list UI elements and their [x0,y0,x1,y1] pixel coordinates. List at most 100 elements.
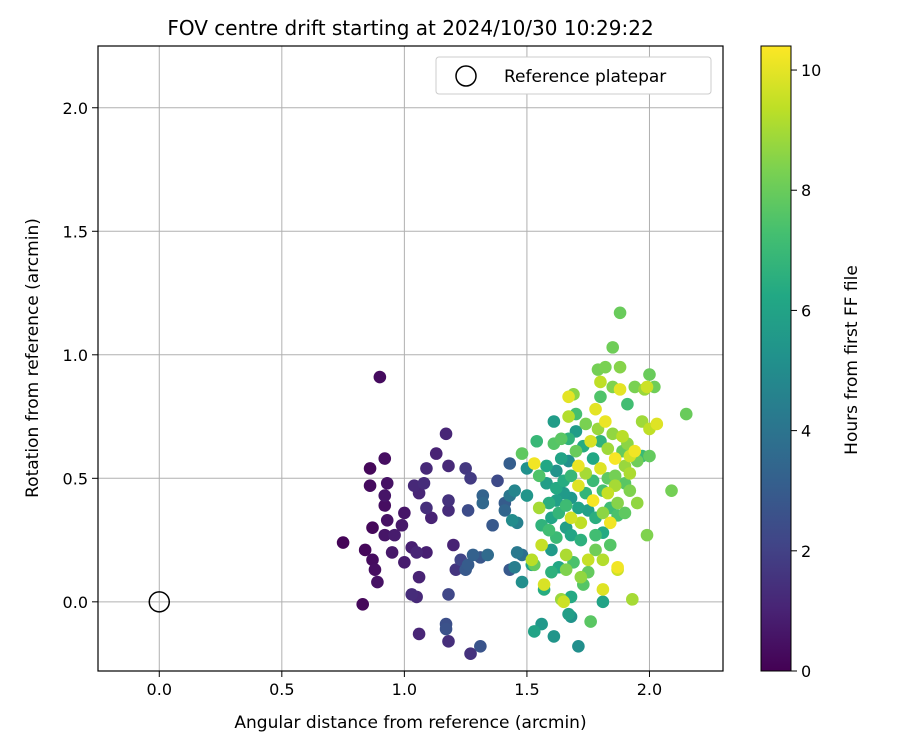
data-point [378,528,392,542]
data-point [545,565,558,579]
data-point [537,578,551,591]
data-point [407,479,421,493]
data-point [505,514,519,527]
data-point [665,484,678,497]
data-point [584,434,597,448]
data-point [586,494,600,507]
data-point [559,563,573,577]
data-point [557,595,570,609]
y-tick-label: 1.5 [63,222,88,241]
data-point [358,543,372,557]
data-point [611,560,624,574]
data-point [640,380,654,394]
data-point [508,484,521,497]
colorbar-tick-label: 8 [801,181,811,200]
plot-frame [97,45,724,672]
legend-label: Reference platepar [504,67,666,87]
data-point [594,375,607,389]
colorbar-tick-label: 10 [801,61,821,80]
x-axis-label: Angular distance from reference (arcmin) [234,713,586,733]
reference-point-marker [148,591,171,613]
colorbar-label: Hours from first FF file [842,265,862,455]
data-point [623,467,637,480]
data-point [562,410,575,423]
data-point [608,469,622,483]
data-point [574,570,588,584]
data-point [371,575,384,589]
data-point [603,516,617,530]
legend: Reference platepar [435,56,712,95]
data-point [679,407,693,421]
data-point [594,462,607,475]
data-point [395,518,409,532]
data-point [618,506,632,520]
data-point [554,452,568,465]
data-point [572,501,585,515]
data-point [459,462,472,475]
data-point [643,449,656,463]
data-point [498,504,512,517]
data-point [461,504,475,517]
data-point [398,556,411,569]
data-point [599,360,612,374]
data-point [420,501,433,515]
data-point [515,575,529,589]
data-point [425,511,438,525]
data-point [569,444,583,458]
y-tick-label: 0.5 [63,469,88,488]
data-point [380,476,394,490]
x-tick-label: 1.0 [392,680,417,699]
data-point [554,432,568,446]
data-point [579,417,593,431]
data-point [464,472,477,485]
data-point [532,469,546,483]
data-point [559,548,573,562]
legend-marker-icon [455,65,477,87]
x-tick-label: 0.5 [269,680,294,699]
data-point [547,415,561,428]
y-axis-label: Rotation from reference (arcmin) [23,218,43,498]
data-point [564,511,578,525]
data-point [410,546,423,559]
data-point [574,516,588,530]
data-point [589,528,602,542]
data-point [606,427,620,441]
data-point [503,457,517,470]
data-point [628,380,642,394]
data-point [429,447,443,460]
data-point [442,635,455,648]
data-point [601,442,615,455]
data-point [559,499,573,512]
data-point [508,560,521,574]
data-point [626,593,639,606]
data-point [520,489,534,502]
y-tick-label: 1.0 [63,346,88,365]
y-tick-label: 0.0 [63,593,88,612]
data-point [420,546,433,559]
x-tick-label: 0.0 [147,680,172,699]
data-point [481,548,495,562]
data-point [613,383,627,396]
data-point [606,341,620,354]
data-point [510,546,524,559]
y-tick-label: 2.0 [63,99,88,118]
data-point [572,459,585,473]
data-point [388,528,401,542]
data-point [564,469,578,483]
data-point [420,462,433,475]
data-point [589,543,602,557]
data-point [447,538,460,552]
chart-title: FOV centre drift starting at 2024/10/30 … [167,16,653,40]
data-point [542,523,556,537]
grid [98,46,723,671]
data-point [442,494,455,507]
data-point [356,598,370,611]
data-point [532,501,546,515]
data-point [461,558,475,572]
data-point [405,588,419,601]
data-point [562,607,575,621]
data-point [628,444,642,458]
data-point [584,615,597,628]
data-point [525,553,539,567]
data-point [564,528,578,542]
